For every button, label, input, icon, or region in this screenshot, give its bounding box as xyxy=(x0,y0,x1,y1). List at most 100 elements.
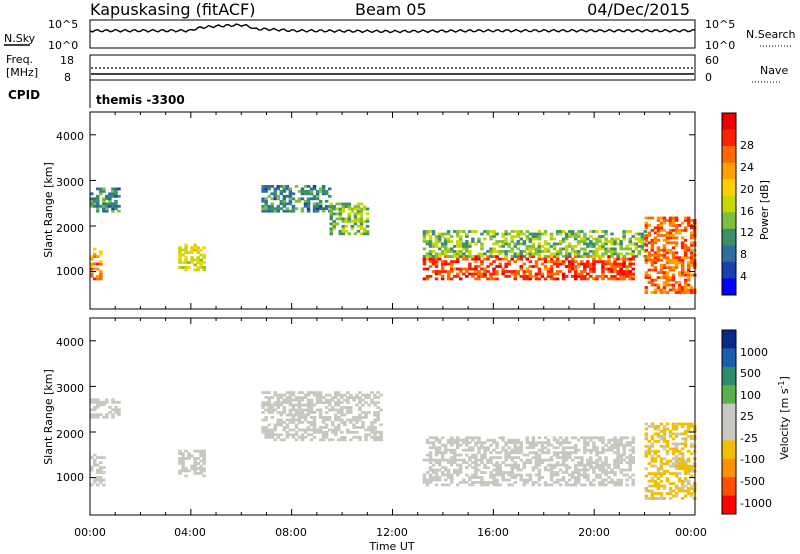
velocity-cell-3-296 xyxy=(337,393,341,397)
velocity-cell-4-381 xyxy=(531,466,536,469)
power-cell-6-144 xyxy=(492,230,496,233)
velocity-cell-3-222 xyxy=(318,426,323,429)
power-cell-6-265 xyxy=(555,250,560,253)
power-cell-2-15 xyxy=(184,258,188,262)
power-cell-3-30 xyxy=(273,209,277,213)
power-cell-3-95 xyxy=(303,185,308,188)
velocity-cell-5-192 xyxy=(680,482,685,485)
power-cell-7-220 xyxy=(680,258,685,262)
velocity-cell-4-359 xyxy=(525,481,530,484)
power-cell-1-7 xyxy=(93,199,97,203)
power-cell-4-39 xyxy=(341,205,346,208)
power-cell-3-34 xyxy=(273,192,277,196)
velocity-cell-3-0 xyxy=(261,430,265,434)
velocity-cell-4-379 xyxy=(531,481,536,484)
power-cell-6-274 xyxy=(558,232,563,236)
power-cell-7-275 xyxy=(690,248,694,252)
power-cell-4-90 xyxy=(362,227,367,231)
power-cell-7-191 xyxy=(674,236,679,240)
velocity-cell-4-71 xyxy=(440,436,445,440)
power-cell-6-231 xyxy=(537,250,542,253)
velocity-cell-5-130 xyxy=(668,464,673,468)
power-cell-6-29 xyxy=(434,252,439,256)
velocity-cell-4-621 xyxy=(598,468,602,472)
power-cell-0-23 xyxy=(99,260,103,263)
velocity-cell-4-605 xyxy=(592,436,596,440)
power-cell-1-42 xyxy=(111,207,115,211)
velocity-cell-4-97 xyxy=(450,461,454,464)
power-cell-7-177 xyxy=(671,221,676,225)
velocity-cell-4-689 xyxy=(616,463,620,467)
power-cell-2-9 xyxy=(181,261,185,264)
power-cell-2-30 xyxy=(193,268,197,272)
velocity-cell-3-425 xyxy=(379,438,383,442)
velocity-cell-4-209 xyxy=(480,453,484,457)
power-cell-5-69 xyxy=(462,255,466,258)
velocity-cell-4-330 xyxy=(513,441,517,445)
velocity-colorbar-band-4 xyxy=(722,403,736,423)
velocity-cell-5-42 xyxy=(650,437,655,441)
power-cell-6-1 xyxy=(422,247,427,251)
power-cell-5-38 xyxy=(443,260,448,263)
velocity-cell-4-298 xyxy=(507,471,511,474)
velocity-cell-4-371 xyxy=(528,473,533,477)
power-cell-5-33 xyxy=(440,265,445,268)
power-cell-5-138 xyxy=(504,270,508,273)
velocity-cell-4-145 xyxy=(465,473,469,477)
power-cell-6-145 xyxy=(495,250,499,253)
velocity-cell-4-608 xyxy=(595,466,599,469)
velocity-cell-5-173 xyxy=(677,489,682,493)
velocity-cell-3-71 xyxy=(279,413,284,417)
power-cell-4-71 xyxy=(356,217,361,221)
velocity-cell-4-459 xyxy=(552,438,557,442)
velocity-cell-4-222 xyxy=(483,446,487,450)
power-cell-6-267 xyxy=(555,232,560,236)
power-cell-7-263 xyxy=(686,219,691,222)
velocity-cell-3-430 xyxy=(379,408,383,412)
velocity-cell-5-146 xyxy=(671,442,676,446)
velocity-cell-4-734 xyxy=(628,463,632,467)
power-cell-7-45 xyxy=(650,229,655,232)
velocity-cell-3-13 xyxy=(264,426,268,429)
power-cell-7-38 xyxy=(650,258,655,262)
velocity-cell-3-138 xyxy=(297,421,302,424)
velocity-cell-5-161 xyxy=(674,459,679,463)
velocity-cell-3-39 xyxy=(270,411,274,414)
velocity-cell-4-231 xyxy=(486,438,490,442)
power-cell-6-350 xyxy=(595,247,599,251)
velocity-cell-4-613 xyxy=(595,451,599,455)
power-cell-2-53 xyxy=(202,256,206,259)
power-cell-7-241 xyxy=(683,243,688,247)
velocity-cell-5-253 xyxy=(690,437,694,441)
power-cell-5-286 xyxy=(586,265,590,268)
power-cell-6-287 xyxy=(564,235,569,238)
velocity-cell-3-68 xyxy=(279,423,284,427)
power-colorbar-label: Power [dB] xyxy=(758,180,771,240)
velocity-cell-4-248 xyxy=(492,463,496,467)
velocity-cell-3-269 xyxy=(331,406,335,409)
velocity-cell-4-615 xyxy=(595,446,599,450)
velocity-cell-5-155 xyxy=(674,484,679,488)
velocity-cell-4-159 xyxy=(468,456,472,459)
power-cell-6-301 xyxy=(574,252,578,256)
velocity-cell-4-723 xyxy=(625,478,629,482)
velocity-cell-2-23 xyxy=(187,452,191,455)
power-cell-1-49 xyxy=(114,207,118,211)
velocity-cell-4-354 xyxy=(522,478,527,482)
noise-sky-line xyxy=(89,23,696,34)
velocity-cell-5-176 xyxy=(677,477,682,480)
velocity-cell-3-288 xyxy=(337,423,341,427)
velocity-cell-4-69 xyxy=(440,451,445,455)
velocity-cell-3-93 xyxy=(285,413,290,417)
velocity-cell-5-96 xyxy=(662,487,667,490)
power-cell-4-4 xyxy=(329,217,333,221)
power-cell-7-207 xyxy=(677,256,682,260)
power-cell-5-150 xyxy=(513,275,517,278)
power-cell-2-39 xyxy=(196,258,200,262)
velocity-cell-4-724 xyxy=(625,473,629,477)
power-cell-6-273 xyxy=(558,240,563,243)
velocity-cell-3-277 xyxy=(334,416,338,419)
power-cell-7-10 xyxy=(644,243,649,247)
velocity-cell-4-463 xyxy=(555,473,560,477)
power-cell-5-337 xyxy=(613,267,617,271)
